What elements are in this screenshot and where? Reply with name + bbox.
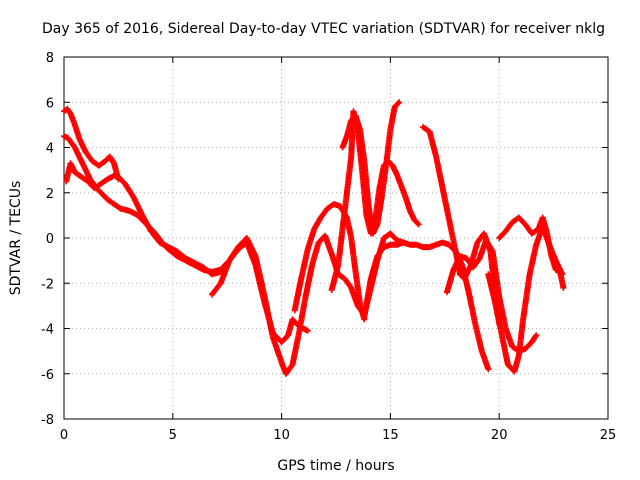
y-tick-label: -4 bbox=[41, 323, 54, 338]
series-arc-3 bbox=[63, 160, 311, 346]
y-tick-label: 8 bbox=[46, 51, 54, 66]
y-tick-label: -6 bbox=[41, 368, 54, 383]
data-point bbox=[304, 327, 311, 334]
y-tick-label: 6 bbox=[46, 96, 54, 111]
x-tick-label: 20 bbox=[491, 428, 508, 443]
y-axis-label: SDTVAR / TECUs bbox=[8, 181, 24, 296]
y-tick-label: 4 bbox=[46, 142, 54, 157]
x-tick-label: 10 bbox=[273, 428, 290, 443]
y-tick-label: 2 bbox=[46, 187, 54, 202]
data-point bbox=[533, 332, 540, 339]
axis-ticks bbox=[63, 56, 609, 420]
series-arc-2 bbox=[61, 106, 122, 183]
data-point bbox=[560, 284, 567, 291]
x-tick-label: 25 bbox=[600, 428, 617, 443]
chart-title: Day 365 of 2016, Sidereal Day-to-day VTE… bbox=[42, 21, 605, 37]
data-point bbox=[395, 100, 401, 107]
data-markers bbox=[61, 99, 567, 377]
data-point bbox=[415, 221, 422, 228]
series-arc-7 bbox=[339, 99, 403, 237]
x-tick-label: 15 bbox=[382, 428, 399, 443]
data-point bbox=[414, 220, 421, 227]
data-point bbox=[396, 99, 403, 106]
y-tick-label: 0 bbox=[46, 232, 54, 247]
data-point bbox=[559, 271, 566, 278]
x-tick-label: 5 bbox=[169, 428, 177, 443]
x-axis-label: GPS time / hours bbox=[277, 458, 394, 474]
x-tick-label: 0 bbox=[60, 428, 68, 443]
y-tick-label: -8 bbox=[41, 413, 54, 428]
grid bbox=[64, 57, 608, 419]
y-tick-label: -2 bbox=[41, 277, 54, 292]
series-arc-12 bbox=[485, 223, 566, 375]
series-arc-9 bbox=[420, 124, 503, 327]
data-point bbox=[485, 366, 492, 373]
tick-labels: 0 5 10 15 20 25 -8 -6 -4 -2 0 2 4 6 8 bbox=[41, 51, 616, 443]
